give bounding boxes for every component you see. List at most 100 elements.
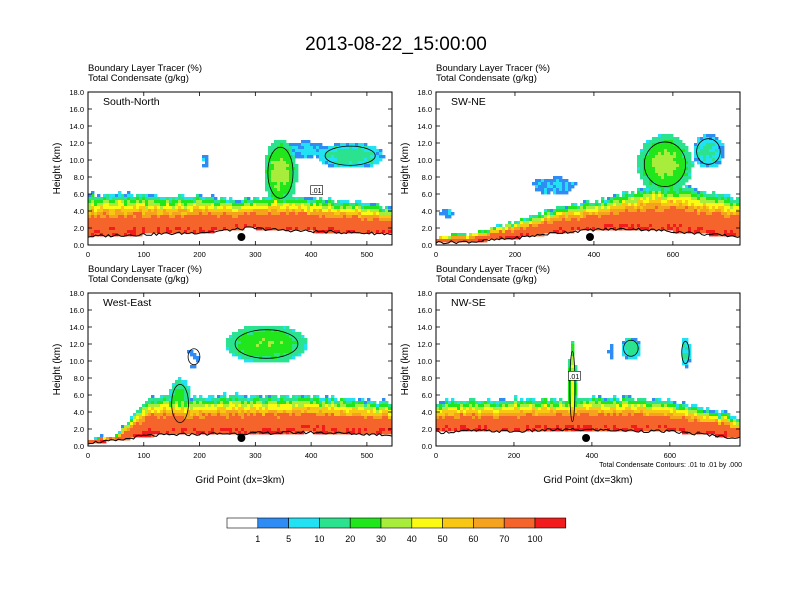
y-tick-label: 10.0	[417, 156, 432, 165]
tracer-cell	[235, 350, 239, 354]
tracer-cell	[679, 143, 683, 147]
tracer-cell	[163, 398, 167, 402]
tracer-cell	[670, 134, 674, 138]
tracer-cell	[223, 215, 227, 219]
tracer-cell	[139, 428, 143, 432]
tracer-cell	[715, 194, 719, 198]
tracer-cell	[271, 359, 275, 363]
tracer-cell	[259, 353, 263, 357]
tracer-cell	[499, 233, 503, 237]
tracer-cell	[316, 209, 320, 213]
x-tick-label: 0	[86, 250, 90, 259]
tracer-cell	[295, 179, 299, 183]
tracer-cell	[691, 218, 695, 222]
tracer-cell	[619, 218, 623, 222]
tracer-cell	[559, 218, 563, 222]
tracer-cell	[286, 218, 290, 222]
tracer-cell	[571, 218, 575, 222]
tracer-cell	[301, 212, 305, 216]
tracer-cell	[643, 206, 647, 210]
tracer-cell	[322, 398, 326, 402]
tracer-cell	[280, 185, 284, 189]
tracer-cell	[307, 404, 311, 408]
tracer-cell	[247, 353, 251, 357]
tracer-cell	[664, 188, 668, 192]
tracer-cell	[679, 155, 683, 159]
tracer-cell	[340, 416, 344, 420]
tracer-cell	[316, 143, 320, 147]
tracer-cell	[181, 194, 185, 198]
tracer-cell	[208, 215, 212, 219]
y-tick-label: 6.0	[74, 391, 84, 400]
tracer-cell	[487, 404, 491, 408]
tracer-cell	[196, 416, 200, 420]
tracer-cell	[268, 353, 272, 357]
tracer-cell	[271, 179, 275, 183]
tracer-cell	[523, 416, 527, 420]
tracer-cell	[667, 218, 671, 222]
tracer-cell	[544, 401, 548, 405]
tracer-cell	[235, 221, 239, 225]
tracer-cell	[376, 215, 380, 219]
tracer-cell	[682, 164, 686, 168]
tracer-cell	[643, 200, 647, 204]
tracer-cell	[184, 224, 188, 228]
tracer-cell	[112, 221, 116, 225]
tracer-cell	[142, 218, 146, 222]
tracer-cell	[676, 227, 680, 231]
tracer-cell	[664, 167, 668, 171]
tracer-cell	[115, 227, 119, 231]
tracer-cell	[508, 425, 512, 429]
tracer-cell	[571, 221, 575, 225]
tracer-cell	[511, 416, 515, 420]
tracer-cell	[484, 233, 488, 237]
tracer-cell	[163, 200, 167, 204]
tracer-cell	[271, 161, 275, 165]
tracer-cell	[268, 395, 272, 399]
tracer-cell	[673, 197, 677, 201]
tracer-cell	[235, 407, 239, 411]
tracer-cell	[229, 401, 233, 405]
tracer-cell	[289, 215, 293, 219]
tracer-cell	[292, 188, 296, 192]
tracer-cell	[307, 143, 311, 147]
tracer-cell	[550, 404, 554, 408]
tracer-cell	[700, 230, 704, 234]
tracer-cell	[172, 407, 176, 411]
tracer-cell	[220, 422, 224, 426]
tracer-cell	[190, 221, 194, 225]
tracer-cell	[241, 425, 245, 429]
tracer-cell	[244, 431, 248, 435]
tracer-cell	[265, 416, 269, 420]
tracer-cell	[259, 410, 263, 414]
tracer-cell	[169, 389, 173, 393]
tracer-cell	[298, 425, 302, 429]
tracer-cell	[241, 395, 245, 399]
tracer-cell	[526, 407, 530, 411]
tracer-cell	[331, 209, 335, 213]
tracer-cell	[262, 413, 266, 417]
tracer-cell	[259, 209, 263, 213]
condensate-contour	[234, 329, 299, 359]
tracer-cell	[616, 212, 620, 216]
tracer-cell	[679, 203, 683, 207]
tracer-cell	[622, 194, 626, 198]
tracer-cell	[157, 425, 161, 429]
tracer-cell	[286, 338, 290, 342]
tracer-cell	[343, 431, 347, 435]
tracer-cell	[199, 221, 203, 225]
tracer-cell	[292, 404, 296, 408]
tracer-cell	[130, 419, 134, 423]
tracer-cell	[361, 230, 365, 234]
tracer-cell	[331, 224, 335, 228]
tracer-cell	[151, 395, 155, 399]
tracer-cell	[511, 224, 515, 228]
tracer-cell	[265, 203, 269, 207]
tracer-cell	[118, 431, 122, 435]
tracer-cell	[172, 383, 176, 387]
tracer-cell	[490, 425, 494, 429]
tracer-cell	[241, 215, 245, 219]
tracer-cell	[673, 203, 677, 207]
tracer-cell	[349, 227, 353, 231]
tracer-cell	[478, 425, 482, 429]
